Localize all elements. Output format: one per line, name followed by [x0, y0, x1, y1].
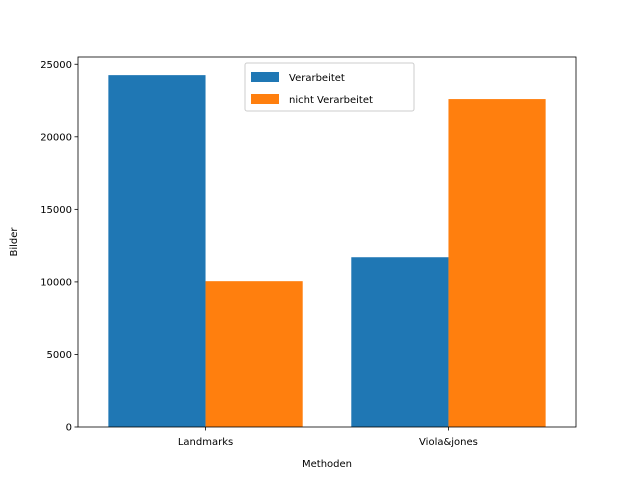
- y-tick-label: 5000: [47, 350, 72, 361]
- bar-viola-jones-nicht-verarbeitet: [448, 99, 546, 427]
- legend-label: nicht Verarbeitet: [289, 95, 373, 106]
- y-tick-label: 0: [66, 423, 72, 434]
- x-tick-label: Landmarks: [178, 437, 233, 448]
- y-tick-label: 20000: [40, 132, 72, 143]
- legend-box: [244, 62, 415, 112]
- bar-viola-jones-verarbeitet: [351, 257, 449, 427]
- x-tick-label: Viola&jones: [419, 437, 478, 448]
- plot-frame: [77, 56, 577, 428]
- bar-landmarks-nicht-verarbeitet: [205, 281, 303, 427]
- x-axis-label: Methoden: [302, 459, 352, 470]
- y-axis-label: Bilder: [9, 227, 20, 257]
- y-tick-label: 10000: [40, 277, 72, 288]
- bar-landmarks-verarbeitet: [108, 75, 206, 427]
- y-tick-label: 25000: [40, 60, 72, 71]
- axes-group: [77, 56, 577, 428]
- legend-label: Verarbeitet: [289, 73, 345, 84]
- legend: Verarbeitet nicht Verarbeitet: [244, 62, 415, 112]
- legend-swatch: [251, 72, 279, 82]
- ticks-group: 0 5000 10000 15000 20000 25000 Landmarks Viola&…: [40, 60, 478, 448]
- legend-swatch: [251, 94, 279, 104]
- y-tick-label: 15000: [40, 205, 72, 216]
- bars-group: [108, 75, 546, 427]
